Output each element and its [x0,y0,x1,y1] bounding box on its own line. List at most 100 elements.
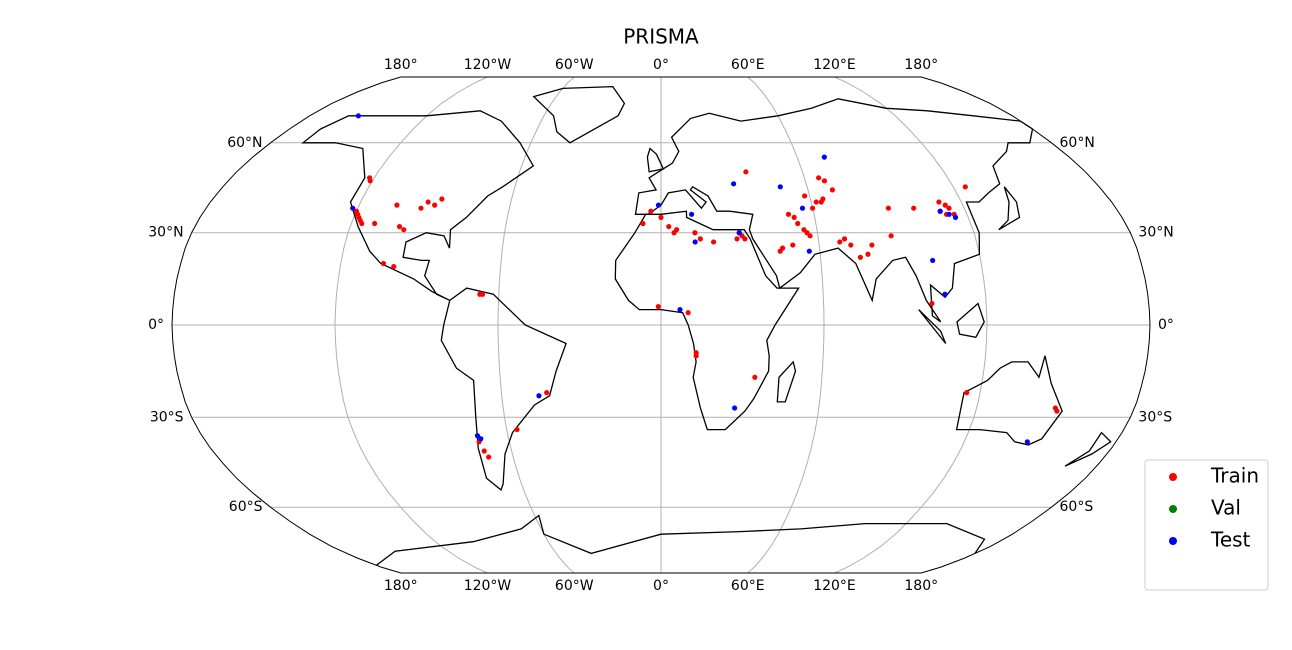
coastline [646,147,665,173]
point [677,307,683,313]
x-tick-label: 120°E [813,57,856,73]
point [779,245,786,251]
point [350,205,356,211]
grid-line [334,76,488,574]
point [479,291,486,297]
point [474,433,481,439]
point [432,202,438,208]
point [813,199,819,205]
coastline [998,186,1021,231]
point [795,220,801,227]
y-tick-label: 60°S [1060,499,1094,515]
point [418,205,424,211]
x-tick-label: 60°W [555,578,594,594]
x-tick-label: 0° [653,578,669,594]
x-tick-label: 180° [904,578,938,594]
point [640,220,646,227]
y-tick-label: 30°S [150,409,184,425]
legend-label: Val [1211,496,1241,520]
y-tick-label: 0° [148,317,164,333]
coastline [1064,431,1112,467]
coastline [955,355,1063,446]
coastline [918,309,947,344]
point [425,199,431,205]
x-tick-label: 180° [384,57,418,73]
point [802,193,808,199]
point [514,426,520,433]
chart-title: PRISMA [623,25,699,49]
grid-line [497,76,575,574]
x-tick-label: 180° [384,578,418,594]
y-tick-label: 30°N [1138,225,1173,241]
point [885,205,891,211]
point [692,239,698,245]
point [964,390,970,396]
x-tick-label: 120°E [813,578,856,594]
y-tick-label: 0° [1158,317,1174,333]
point [946,211,952,217]
legend-label: Train [1210,464,1259,488]
legend-box [1144,459,1269,591]
point [829,187,835,193]
point [394,202,400,208]
point [742,236,748,242]
x-tick-label: 120°W [464,578,512,594]
legend-marker [1169,505,1177,513]
antarctica-coastline [376,514,986,566]
coastline [956,302,985,339]
point [536,393,542,399]
point [820,196,826,202]
x-tick-label: 0° [653,57,669,73]
point [1024,439,1030,445]
point [730,181,737,187]
point [942,291,948,297]
point [841,236,848,242]
y-tick-label: 60°N [1060,135,1095,151]
x-tick-label: 120°W [464,57,512,73]
point [372,220,378,227]
point [439,196,445,202]
point [658,214,664,220]
point [799,205,806,211]
point [888,233,894,239]
point [869,242,875,248]
legend-marker [1169,473,1177,481]
coastline [634,98,1034,323]
y-tick-label: 30°S [1138,409,1172,425]
point [367,175,373,181]
point [929,300,935,307]
point [736,230,742,236]
point [911,205,917,211]
y-tick-label: 60°S [229,499,263,515]
point [692,230,698,236]
map-boundary [171,76,1151,574]
point [930,257,936,264]
point [688,211,695,217]
point [837,239,843,245]
coastline [532,85,626,144]
point [655,303,661,310]
point [821,178,828,184]
coastline [301,110,535,301]
x-tick-label: 60°W [555,57,594,73]
point [685,310,691,316]
point [1054,408,1060,414]
point [355,113,362,119]
y-tick-label: 30°N [148,225,183,241]
point [743,169,749,175]
point [648,208,654,214]
point [785,211,792,217]
point [821,154,827,160]
point [848,242,854,248]
x-tick-label: 60°E [731,578,765,594]
point [353,208,360,214]
point [486,454,492,460]
point [693,353,699,359]
grid-line [747,76,825,574]
point [806,248,812,254]
point [809,205,816,211]
point [732,405,738,411]
point [816,175,822,181]
point [380,260,387,267]
